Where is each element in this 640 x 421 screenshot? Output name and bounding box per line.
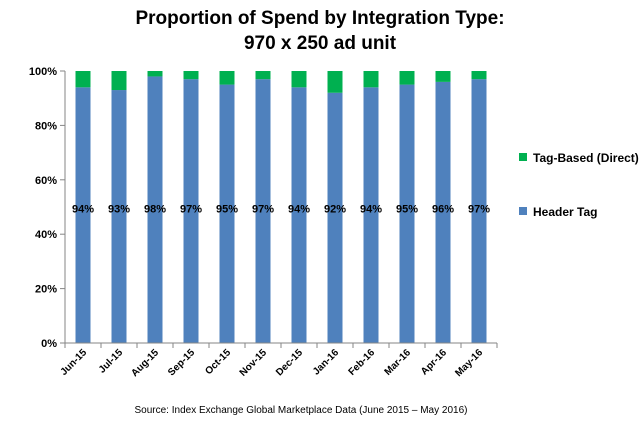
bar-tag-based-direct-may-16 xyxy=(471,71,487,80)
bar-header-tag-feb-16 xyxy=(363,87,379,343)
x-tick-label: May-16 xyxy=(453,347,485,379)
x-tick-label: Apr-16 xyxy=(419,347,449,377)
x-tick-label: Dec-15 xyxy=(274,347,305,378)
legend: Tag-Based (Direct) Header Tag xyxy=(519,151,639,219)
x-axis: Jun-15 Jul-15 Aug-15 Sep-15 Oct-15 Nov-15 Dec-… xyxy=(59,342,498,379)
y-tick-label: 60% xyxy=(35,175,57,187)
y-tick-label: 40% xyxy=(35,229,57,241)
data-label: 94% xyxy=(288,203,310,215)
x-tick-label: Nov-15 xyxy=(238,347,270,379)
bar-tag-based-direct-mar-16 xyxy=(399,71,415,85)
bars xyxy=(75,71,487,343)
data-label: 93% xyxy=(108,203,130,215)
data-label: 97% xyxy=(180,203,202,215)
bar-header-tag-apr-16 xyxy=(435,81,451,343)
chart-title: Proportion of Spend by Integration Type: xyxy=(135,8,504,29)
bar-tag-based-direct-nov-15 xyxy=(255,71,271,80)
bar-header-tag-oct-15 xyxy=(219,84,235,343)
legend-swatch-tag-based xyxy=(519,153,527,161)
y-tick-label: 80% xyxy=(35,120,57,132)
y-tick-label: 100% xyxy=(29,66,57,78)
x-tick-label: Aug-15 xyxy=(129,347,161,379)
data-label: 97% xyxy=(252,203,274,215)
bar-tag-based-direct-feb-16 xyxy=(363,71,379,88)
bar-header-tag-jan-16 xyxy=(327,92,343,343)
bar-header-tag-jun-15 xyxy=(75,87,91,343)
bar-header-tag-dec-15 xyxy=(291,87,307,343)
bar-tag-based-direct-jun-15 xyxy=(75,71,91,88)
legend-label-header-tag: Header Tag xyxy=(533,205,597,219)
bar-header-tag-jul-15 xyxy=(111,90,127,343)
bar-tag-based-direct-jan-16 xyxy=(327,71,343,93)
x-tick-label: Feb-16 xyxy=(347,347,378,378)
data-labels: 94% 93% 98% 97% 95% 97% 94% 92% 94% 95% 96% 97% xyxy=(72,203,490,215)
bar-tag-based-direct-aug-15 xyxy=(147,71,163,77)
data-label: 95% xyxy=(216,203,238,215)
bar-header-tag-mar-16 xyxy=(399,84,415,343)
bar-header-tag-sep-15 xyxy=(183,79,199,343)
y-tick-label: 20% xyxy=(35,284,57,296)
x-tick-label: Oct-15 xyxy=(203,347,233,377)
bar-tag-based-direct-oct-15 xyxy=(219,71,235,85)
bar-tag-based-direct-apr-16 xyxy=(435,71,451,82)
data-label: 97% xyxy=(468,203,490,215)
source-note: Source: Index Exchange Global Marketplac… xyxy=(135,405,468,416)
legend-label-tag-based: Tag-Based (Direct) xyxy=(533,151,639,165)
bar-tag-based-direct-dec-15 xyxy=(291,71,307,88)
bar-header-tag-nov-15 xyxy=(255,79,271,343)
bar-header-tag-aug-15 xyxy=(147,76,163,343)
y-tick-label: 0% xyxy=(41,338,57,350)
data-label: 94% xyxy=(360,203,382,215)
bar-header-tag-may-16 xyxy=(471,79,487,343)
data-label: 92% xyxy=(324,203,346,215)
x-tick-label: Jun-15 xyxy=(59,347,90,378)
x-tick-label: Jul-15 xyxy=(97,347,126,376)
x-tick-label: Mar-16 xyxy=(383,347,414,378)
bar-tag-based-direct-jul-15 xyxy=(111,71,127,91)
y-axis: 0% 20% 40% 60% 80% 100% xyxy=(29,66,66,350)
x-tick-label: Jan-16 xyxy=(311,347,341,377)
chart-subtitle: 970 x 250 ad unit xyxy=(244,33,397,54)
data-label: 96% xyxy=(432,203,454,215)
legend-swatch-header-tag xyxy=(519,207,527,215)
data-label: 94% xyxy=(72,203,94,215)
bar-tag-based-direct-sep-15 xyxy=(183,71,199,80)
data-label: 98% xyxy=(144,203,166,215)
x-tick-label: Sep-15 xyxy=(166,347,197,378)
data-label: 95% xyxy=(396,203,418,215)
